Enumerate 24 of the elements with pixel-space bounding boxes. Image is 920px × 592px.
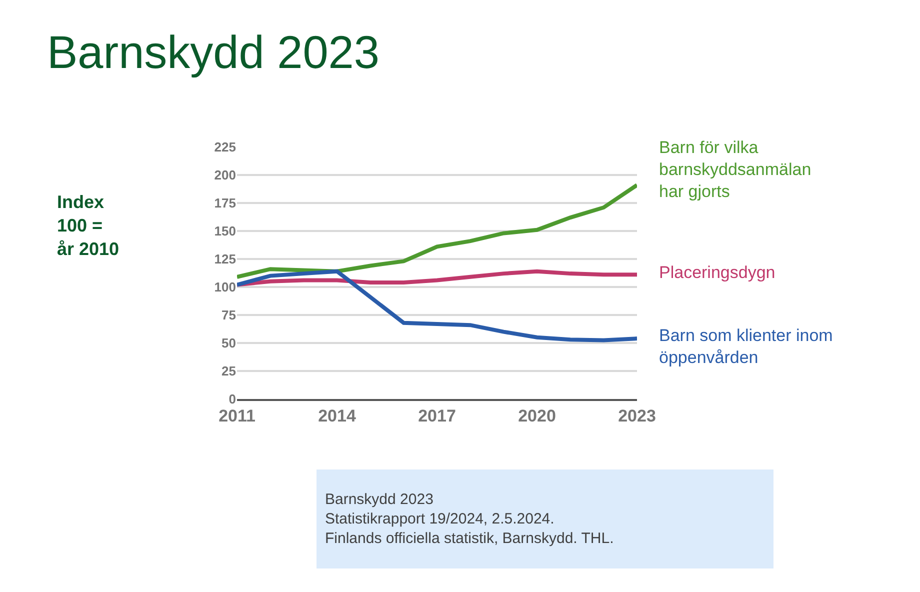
series-label: Barn som klienter inom öppenvården — [659, 326, 833, 368]
line-series — [237, 269, 637, 287]
y-tick-label: 25 — [222, 364, 236, 379]
y-tick-label: 75 — [222, 308, 236, 323]
text: Index 100 = år 2010 — [57, 192, 120, 259]
y-tick-label: 0 — [228, 392, 236, 407]
y-tick-label: 225 — [214, 140, 236, 155]
x-tick-label: 2023 — [618, 406, 656, 426]
y-tick-label: 125 — [214, 252, 236, 267]
series-label: Placeringsdygn — [659, 263, 776, 282]
y-tick-label: 50 — [222, 336, 236, 351]
y-tick-label: 150 — [214, 224, 236, 239]
x-tick-label: 2017 — [418, 406, 456, 426]
line-series — [237, 183, 637, 279]
text: Barnskydd 2023 Statistikrapport 19/2024, 2.5.2024. Finlands officiella statistik, Barnskydd. THL. — [325, 491, 614, 547]
y-tick-label: 100 — [214, 280, 236, 295]
line-series — [237, 269, 637, 342]
y-tick-label: 175 — [214, 196, 236, 211]
x-tick-label: 2011 — [218, 406, 256, 426]
x-tick-label: 2014 — [318, 406, 356, 426]
x-tick-label: 2020 — [518, 406, 556, 426]
y-tick-label: 200 — [214, 168, 236, 183]
series-label: Barn för vilka barnskyddsanmälan har gjorts — [659, 138, 812, 202]
chart-title: Barnskydd 2023 — [47, 26, 380, 78]
